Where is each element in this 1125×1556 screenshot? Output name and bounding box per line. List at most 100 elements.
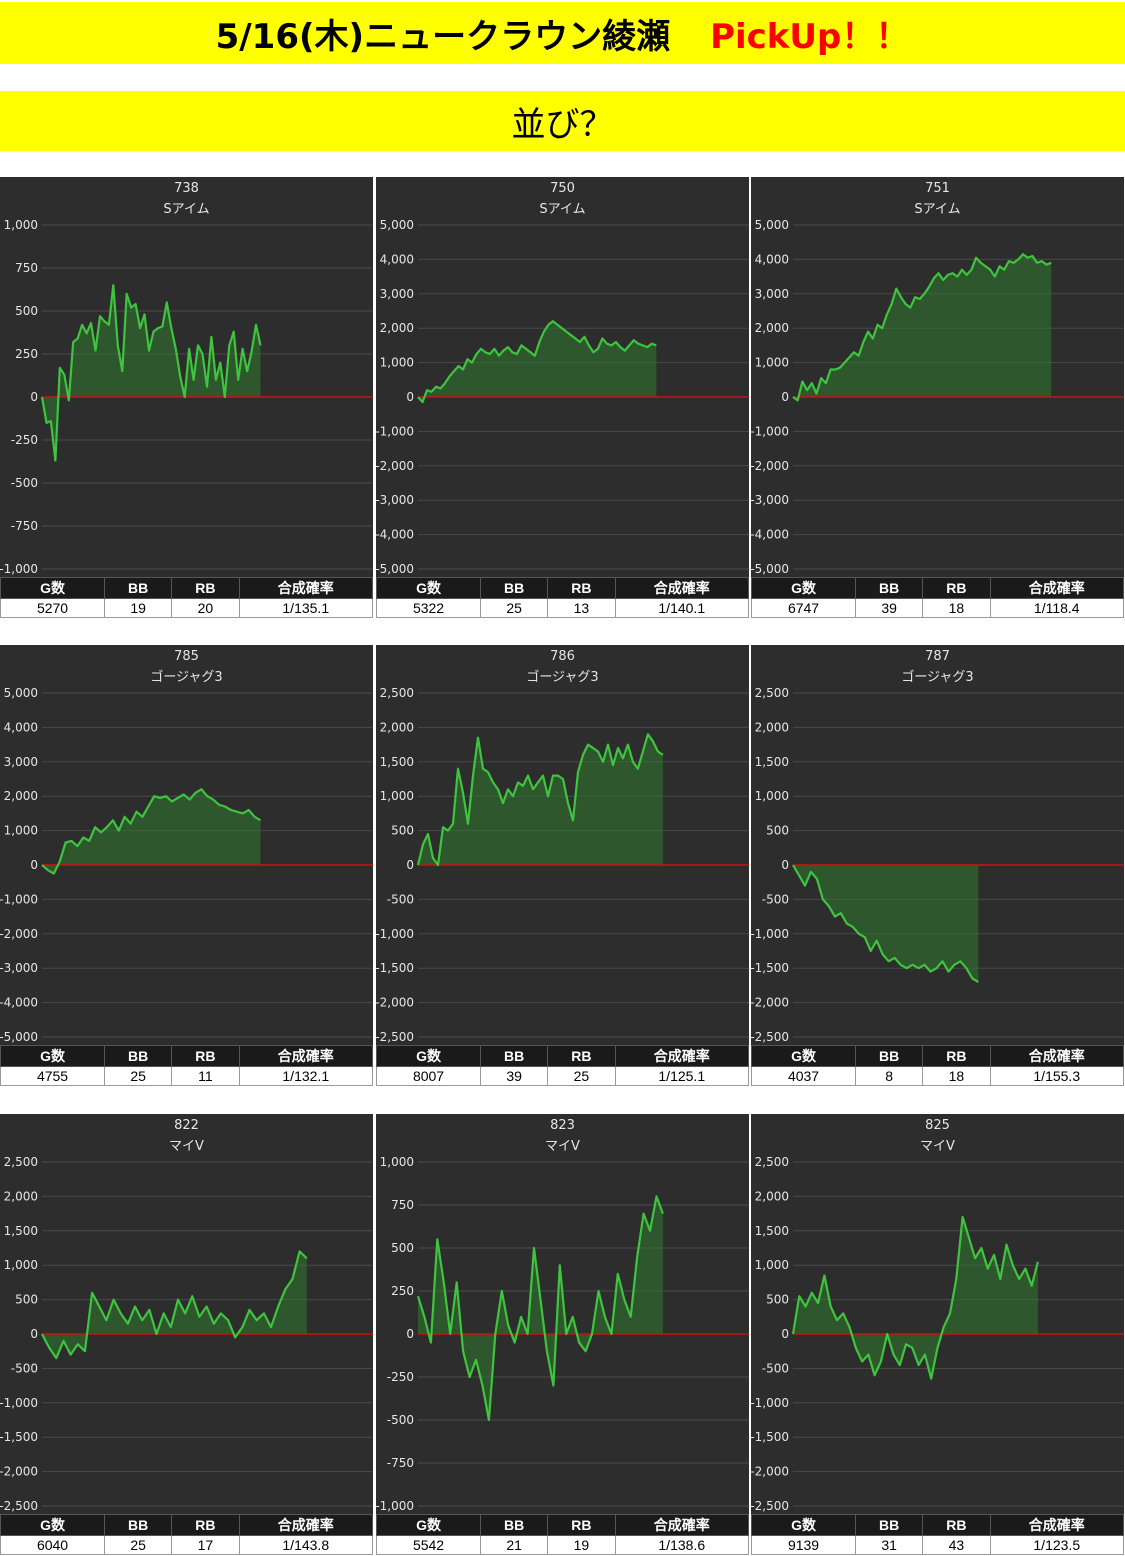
y-tick-label: 1,000 (380, 356, 414, 370)
stats-header: G数 (375, 577, 482, 599)
stats-cell: 8 (855, 1066, 924, 1086)
stats-cell: 9139 (750, 1535, 857, 1555)
machine-name: ゴージャグ3 (901, 670, 974, 685)
y-tick-label: 0 (30, 858, 38, 872)
chart-area: 2,500 2,000 1,500 1,000 500 0 -500 -1,000 -1,500… (0, 1114, 373, 1514)
chart-panel-785: 5,000 4,000 3,000 2,000 1,000 0 -1,000 -2,000 -3… (0, 645, 373, 1086)
series-line (40, 284, 262, 462)
machine-number: 750 (550, 181, 575, 196)
y-tick-label: 750 (15, 261, 38, 275)
stats-header: G数 (375, 1045, 482, 1067)
chart-area: 5,000 4,000 3,000 2,000 1,000 0 -1,000 -2,000 -3… (376, 177, 749, 577)
stats-table: G数 BB RB 合成確率 5322 25 13 1/140.1 (375, 577, 749, 618)
y-tick-label: -3,000 (376, 493, 414, 507)
y-tick-label: -2,000 (751, 459, 789, 473)
chart-svg: 5,000 4,000 3,000 2,000 1,000 0 -1,000 -2,000 -3… (751, 218, 1124, 576)
y-tick-label: 2,500 (755, 1155, 789, 1169)
stats-header: G数 (750, 577, 857, 599)
stats-cell: 1/140.1 (614, 598, 749, 618)
stats-table: G数 BB RB 合成確率 4037 8 18 1/155.3 (750, 1045, 1124, 1086)
chart-panel-751: 5,000 4,000 3,000 2,000 1,000 0 -1,000 -2,000 -3… (750, 177, 1124, 618)
stats-cell: 18 (922, 598, 991, 618)
machine-name: マイV (169, 1139, 204, 1154)
y-tick-label: -4,000 (751, 528, 789, 542)
y-tick-label: 2,000 (380, 321, 414, 335)
y-tick-label: -1,000 (376, 927, 414, 941)
stats-header: 合成確率 (614, 577, 749, 599)
stats-table: G数 BB RB 合成確率 8007 39 25 1/125.1 (375, 1045, 749, 1086)
y-tick-label: -2,500 (751, 1030, 789, 1044)
y-tick-label: -750 (11, 519, 38, 533)
y-tick-label: 250 (391, 1284, 414, 1298)
y-tick-label: -500 (762, 1361, 789, 1375)
stats-table: G数 BB RB 合成確率 9139 31 43 1/123.5 (750, 1514, 1124, 1555)
stats-header: G数 (0, 577, 106, 599)
y-tick-label: 750 (391, 1198, 414, 1212)
y-tick-label: 3,000 (4, 755, 38, 769)
stats-header: RB (922, 1514, 991, 1536)
stats-header: 合成確率 (238, 1514, 373, 1536)
series-line (417, 320, 657, 404)
y-tick-label: 0 (406, 1327, 414, 1341)
series-line (416, 733, 664, 867)
y-tick-label: 3,000 (380, 287, 414, 301)
stats-header: 合成確率 (614, 1514, 749, 1536)
stats-header: G数 (0, 1045, 106, 1067)
machine-name: Sアイム (914, 202, 961, 217)
stats-header: G数 (750, 1514, 857, 1536)
stats-header: BB (480, 1514, 549, 1536)
chart-area: 5,000 4,000 3,000 2,000 1,000 0 -1,000 -2,000 -3… (751, 177, 1124, 577)
stats-cell: 1/118.4 (989, 598, 1124, 618)
chart-area: 2,500 2,000 1,500 1,000 500 0 -500 -1,000 -1,500… (751, 645, 1124, 1045)
y-tick-label: 1,000 (4, 1258, 38, 1272)
y-tick-label: 500 (766, 1293, 789, 1307)
machine-number: 751 (925, 181, 950, 196)
stats-cell: 4755 (0, 1066, 106, 1086)
y-tick-label: 2,000 (755, 321, 789, 335)
chart-svg: 2,500 2,000 1,500 1,000 500 0 -500 -1,000 -1,500… (751, 1155, 1124, 1513)
chart-panel-787: 2,500 2,000 1,500 1,000 500 0 -500 -1,000 -1,500… (750, 645, 1124, 1086)
y-tick-label: 0 (781, 858, 789, 872)
y-tick-label: 1,000 (755, 789, 789, 803)
machine-number: 738 (174, 181, 199, 196)
machine-number: 822 (174, 1118, 199, 1133)
stats-cell: 25 (104, 1066, 173, 1086)
stats-cell: 1/125.1 (614, 1066, 749, 1086)
y-tick-label: -1,000 (751, 1396, 789, 1410)
y-tick-label: -3,000 (751, 493, 789, 507)
y-tick-label: -1,000 (0, 1396, 38, 1410)
y-tick-label: -250 (11, 433, 38, 447)
y-tick-label: -2,500 (376, 1030, 414, 1044)
y-tick-label: -1,000 (751, 424, 789, 438)
y-tick-label: -1,500 (0, 1430, 38, 1444)
stats-cell: 25 (480, 598, 549, 618)
stats-cell: 6040 (0, 1535, 106, 1555)
stats-cell: 13 (547, 598, 616, 618)
stats-cell: 5322 (375, 598, 482, 618)
y-tick-label: -5,000 (0, 1030, 38, 1044)
y-tick-label: 5,000 (755, 218, 789, 232)
stats-header: BB (104, 1514, 173, 1536)
stats-cell: 8007 (375, 1066, 482, 1086)
stats-cell: 5270 (0, 598, 106, 618)
stats-header: RB (171, 577, 240, 599)
y-tick-label: 1,000 (755, 356, 789, 370)
stats-cell: 1/123.5 (989, 1535, 1124, 1555)
series-area (793, 865, 979, 982)
y-tick-label: 500 (15, 304, 38, 318)
series-area (42, 789, 261, 874)
y-tick-label: 0 (781, 1327, 789, 1341)
chart-panel-738: 1,000 750 500 250 0 -250 -500 -750 -1,000 738 Sアイム… (0, 177, 373, 618)
stats-header: BB (480, 1045, 549, 1067)
y-tick-label: -1,500 (751, 961, 789, 975)
machine-name: ゴージャグ3 (150, 670, 223, 685)
chart-area: 2,500 2,000 1,500 1,000 500 0 -500 -1,000 -1,500… (751, 1114, 1124, 1514)
machine-name: マイV (920, 1139, 955, 1154)
y-tick-label: 4,000 (755, 252, 789, 266)
y-tick-label: 1,500 (380, 755, 414, 769)
stats-header: 合成確率 (238, 1045, 373, 1067)
y-tick-label: 0 (406, 858, 414, 872)
stats-header: BB (104, 1045, 173, 1067)
series-line (792, 253, 1052, 402)
y-tick-label: -5,000 (751, 562, 789, 576)
